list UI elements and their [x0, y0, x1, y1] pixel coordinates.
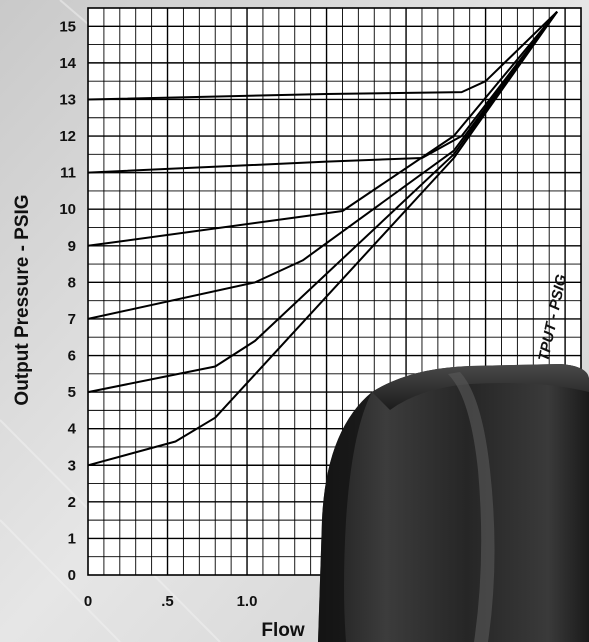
regulator-shadow-edge [318, 392, 372, 642]
y-tick-label: 7 [68, 311, 76, 328]
x-tick-label: 0 [84, 593, 92, 610]
regulator-body [318, 364, 589, 642]
y-tick-label: 5 [68, 384, 76, 401]
x-tick-label: .5 [161, 593, 174, 610]
y-axis-title: Output Pressure - PSIG [12, 194, 33, 405]
x-axis-title: Flow [261, 620, 304, 641]
x-tick-labels: 0 .5 1.0 [84, 593, 258, 610]
y-tick-label: 13 [59, 91, 76, 108]
y-tick-label: 4 [68, 421, 77, 438]
series-line-5 [87, 11, 558, 394]
y-tick-label: 14 [59, 55, 76, 72]
series-line-1 [87, 10, 558, 101]
series-layer [87, 10, 558, 467]
series-line-4 [87, 11, 558, 320]
y-tick-label: 6 [68, 348, 76, 365]
y-tick-label: 9 [68, 238, 76, 255]
y-tick-label: 0 [68, 567, 76, 584]
y-tick-label: 2 [68, 494, 76, 511]
y-tick-label: 10 [59, 201, 76, 218]
regulator-photo [318, 364, 589, 642]
y-tick-label: 1 [68, 530, 76, 547]
series-line-3 [87, 11, 558, 247]
series-line-6 [87, 11, 558, 467]
regulator-highlight [448, 372, 495, 642]
y-tick-label: 3 [68, 457, 76, 474]
y-tick-label: 8 [68, 274, 76, 291]
y-tick-label: 11 [60, 165, 76, 182]
regulator-rim [372, 364, 589, 410]
x-tick-label: 1.0 [237, 593, 258, 610]
y-tick-label: 12 [59, 128, 76, 145]
y-tick-label: 15 [59, 18, 76, 35]
